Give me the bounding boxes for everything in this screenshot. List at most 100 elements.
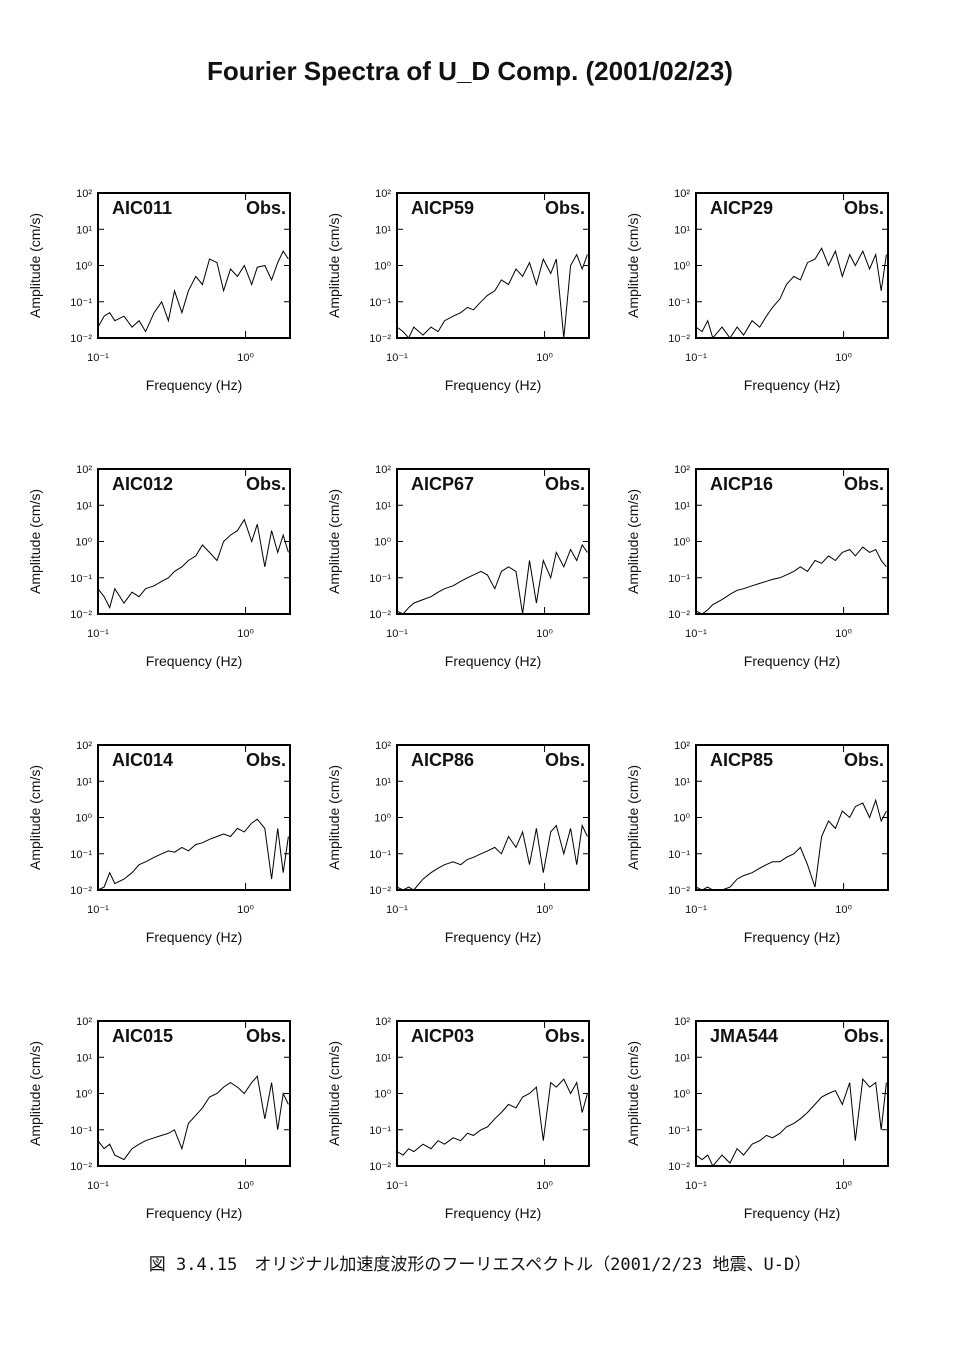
station-label: AICP29 (710, 198, 773, 218)
y-tick-label: 10⁰ (673, 813, 690, 825)
y-tick-label: 10¹ (375, 224, 391, 236)
y-axis-label: Amplitude (cm/s) (27, 213, 43, 318)
spectrum-line (396, 253, 588, 339)
x-tick-label: 10⁰ (835, 1180, 852, 1192)
y-tick-label: 10² (76, 188, 92, 200)
y-tick-label: 10⁻¹ (70, 1125, 92, 1137)
y-tick-label: 10¹ (76, 1052, 92, 1064)
y-tick-label: 10¹ (76, 500, 92, 512)
y-axis-label: Amplitude (cm/s) (625, 489, 641, 594)
y-tick-label: 10⁰ (374, 261, 391, 273)
y-tick-label: 10¹ (375, 500, 391, 512)
y-tick-label: 10⁻¹ (668, 1125, 690, 1137)
y-tick-label: 10⁻² (668, 885, 690, 897)
y-tick-label: 10⁻¹ (369, 849, 391, 861)
x-tick-label: 10⁻¹ (386, 628, 408, 640)
obs-label: Obs. (844, 750, 884, 770)
x-tick-label: 10⁻¹ (386, 1180, 408, 1192)
page-title: Fourier Spectra of U_D Comp. (2001/02/23… (207, 56, 733, 86)
x-tick-label: 10⁰ (536, 1180, 553, 1192)
y-tick-label: 10⁰ (673, 537, 690, 549)
y-tick-label: 10¹ (674, 224, 690, 236)
station-label: AICP16 (710, 474, 773, 494)
x-tick-label: 10⁰ (536, 628, 553, 640)
spectrum-line (695, 798, 887, 891)
y-tick-label: 10⁻¹ (70, 573, 92, 585)
y-tick-label: 10⁻² (70, 609, 92, 621)
spectrum-line (396, 1078, 588, 1156)
y-tick-label: 10¹ (375, 1052, 391, 1064)
y-tick-label: 10² (76, 1016, 92, 1028)
spectrum-line (695, 1077, 887, 1167)
y-tick-label: 10⁻¹ (70, 849, 92, 861)
spectrum-line (695, 247, 887, 340)
y-tick-label: 10² (674, 188, 690, 200)
y-tick-label: 10⁻² (668, 333, 690, 345)
x-tick-label: 10⁰ (237, 1180, 254, 1192)
y-tick-label: 10¹ (674, 1052, 690, 1064)
y-axis-label: Amplitude (cm/s) (625, 213, 641, 318)
y-tick-label: 10² (76, 464, 92, 476)
station-label: AICP03 (411, 1026, 474, 1046)
x-tick-label: 10⁻¹ (87, 352, 109, 364)
x-tick-label: 10⁻¹ (87, 1180, 109, 1192)
y-axis-label: Amplitude (cm/s) (625, 765, 641, 870)
y-axis-label: Amplitude (cm/s) (326, 489, 342, 594)
y-tick-label: 10² (375, 188, 391, 200)
x-axis-label: Frequency (Hz) (445, 1205, 541, 1221)
y-tick-label: 10⁰ (75, 1089, 92, 1101)
x-tick-label: 10⁻¹ (386, 352, 408, 364)
x-axis-label: Frequency (Hz) (445, 929, 541, 945)
y-tick-label: 10² (674, 740, 690, 752)
x-tick-label: 10⁰ (237, 904, 254, 916)
x-tick-label: 10⁰ (835, 904, 852, 916)
x-axis-label: Frequency (Hz) (744, 929, 840, 945)
y-tick-label: 10⁻² (369, 885, 391, 897)
obs-label: Obs. (246, 198, 286, 218)
x-tick-label: 10⁰ (237, 628, 254, 640)
station-label: AIC012 (112, 474, 173, 494)
station-label: AICP85 (710, 750, 773, 770)
y-tick-label: 10¹ (76, 776, 92, 788)
obs-label: Obs. (246, 474, 286, 494)
x-tick-label: 10⁻¹ (685, 1180, 707, 1192)
y-tick-label: 10⁻² (70, 1161, 92, 1173)
spectrum-line (396, 543, 588, 615)
x-axis-label: Frequency (Hz) (146, 929, 242, 945)
station-label: AIC011 (112, 198, 172, 218)
y-tick-label: 10⁻² (369, 1161, 391, 1173)
y-axis-label: Amplitude (cm/s) (625, 1041, 641, 1146)
caption: 図 3.4.15 オリジナル加速度波形のフーリエスペクトル（2001/2/23 … (149, 1255, 812, 1275)
y-tick-label: 10¹ (375, 776, 391, 788)
y-tick-label: 10⁻¹ (70, 297, 92, 309)
y-tick-label: 10⁻² (369, 333, 391, 345)
x-tick-label: 10⁰ (237, 352, 254, 364)
y-tick-label: 10⁰ (75, 261, 92, 273)
obs-label: Obs. (844, 198, 884, 218)
x-tick-label: 10⁻¹ (685, 628, 707, 640)
y-axis-label: Amplitude (cm/s) (27, 489, 43, 594)
station-label: AIC014 (112, 750, 173, 770)
x-tick-label: 10⁰ (536, 352, 553, 364)
x-axis-label: Frequency (Hz) (146, 1205, 242, 1221)
obs-label: Obs. (844, 1026, 884, 1046)
x-axis-label: Frequency (Hz) (744, 653, 840, 669)
x-tick-label: 10⁰ (536, 904, 553, 916)
y-tick-label: 10⁰ (374, 537, 391, 549)
y-tick-label: 10⁰ (673, 1089, 690, 1101)
y-tick-label: 10⁻¹ (369, 297, 391, 309)
station-label: AIC015 (112, 1026, 173, 1046)
y-axis-label: Amplitude (cm/s) (27, 1041, 43, 1146)
y-tick-label: 10² (674, 1016, 690, 1028)
spectrum-line (97, 250, 289, 333)
obs-label: Obs. (545, 474, 585, 494)
obs-label: Obs. (545, 198, 585, 218)
y-tick-label: 10² (375, 464, 391, 476)
y-tick-label: 10⁻² (70, 333, 92, 345)
obs-label: Obs. (545, 1026, 585, 1046)
y-tick-label: 10⁰ (75, 537, 92, 549)
y-axis-label: Amplitude (cm/s) (326, 213, 342, 318)
x-axis-label: Frequency (Hz) (744, 377, 840, 393)
y-tick-label: 10⁻¹ (668, 297, 690, 309)
